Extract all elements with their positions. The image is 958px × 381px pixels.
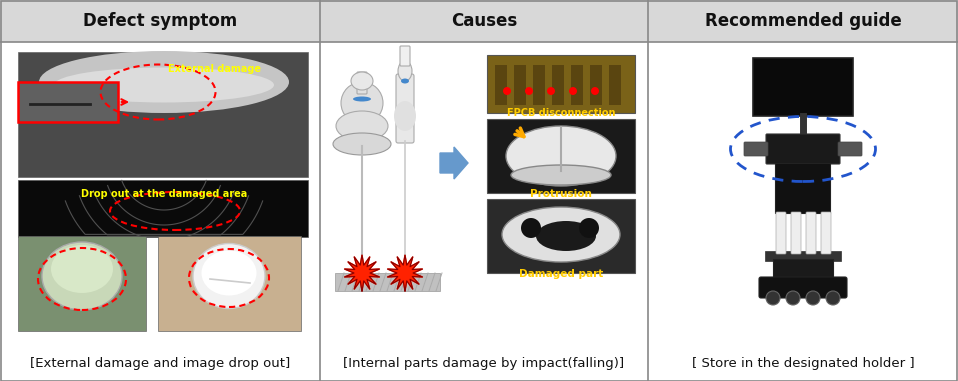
Circle shape [806,291,820,305]
Ellipse shape [506,126,616,186]
Circle shape [826,291,840,305]
Text: Defect symptom: Defect symptom [83,12,238,30]
FancyBboxPatch shape [158,236,301,331]
Ellipse shape [353,96,371,101]
FancyBboxPatch shape [759,277,847,298]
FancyBboxPatch shape [775,163,831,213]
FancyBboxPatch shape [609,65,621,105]
Text: Drop out at the damaged area: Drop out at the damaged area [80,189,247,199]
FancyBboxPatch shape [18,82,118,122]
Circle shape [579,218,599,238]
Ellipse shape [394,101,416,131]
Ellipse shape [398,61,412,81]
FancyBboxPatch shape [571,65,583,105]
Ellipse shape [401,78,409,83]
FancyBboxPatch shape [18,180,308,237]
Polygon shape [345,255,379,291]
FancyBboxPatch shape [396,74,414,143]
Ellipse shape [336,111,388,141]
FancyBboxPatch shape [400,46,410,66]
FancyBboxPatch shape [533,65,545,105]
FancyBboxPatch shape [766,134,840,164]
Circle shape [503,87,511,95]
FancyBboxPatch shape [514,65,526,105]
Ellipse shape [341,82,383,124]
Circle shape [547,87,555,95]
FancyBboxPatch shape [552,65,564,105]
Text: Damaged part: Damaged part [519,269,604,279]
Ellipse shape [201,250,257,296]
Circle shape [525,87,533,95]
Ellipse shape [333,133,391,155]
Text: FPCB disconnection: FPCB disconnection [507,108,615,118]
Ellipse shape [54,67,274,102]
FancyBboxPatch shape [495,65,507,105]
Ellipse shape [511,165,611,185]
FancyBboxPatch shape [487,199,635,273]
FancyBboxPatch shape [335,273,440,291]
FancyBboxPatch shape [838,142,862,156]
FancyBboxPatch shape [744,142,768,156]
Text: [External damage and image drop out]: [External damage and image drop out] [30,357,290,370]
Ellipse shape [351,72,373,90]
FancyBboxPatch shape [18,52,308,177]
FancyBboxPatch shape [18,236,146,331]
Circle shape [521,218,541,238]
FancyBboxPatch shape [487,119,635,193]
FancyBboxPatch shape [0,0,958,42]
Circle shape [591,87,599,95]
Ellipse shape [39,51,289,113]
Text: Causes: Causes [451,12,517,30]
FancyBboxPatch shape [773,259,833,281]
Polygon shape [387,255,422,291]
Text: Protrusion: Protrusion [530,189,592,199]
FancyArrow shape [440,147,468,179]
FancyBboxPatch shape [753,58,853,116]
FancyBboxPatch shape [806,212,816,254]
Text: [Internal parts damage by impact(falling)]: [Internal parts damage by impact(falling… [343,357,625,370]
FancyBboxPatch shape [776,212,786,254]
Ellipse shape [51,245,113,293]
Circle shape [569,87,577,95]
FancyBboxPatch shape [791,212,801,254]
Text: Recommended guide: Recommended guide [705,12,901,30]
FancyBboxPatch shape [765,251,841,261]
FancyBboxPatch shape [590,65,602,105]
Ellipse shape [42,242,122,310]
Circle shape [786,291,800,305]
FancyBboxPatch shape [821,212,831,254]
Text: [ Store in the designated holder ]: [ Store in the designated holder ] [692,357,914,370]
Ellipse shape [536,221,596,251]
FancyBboxPatch shape [357,72,367,94]
Ellipse shape [193,243,265,309]
Ellipse shape [502,207,620,262]
Text: External damage: External damage [169,64,262,74]
FancyBboxPatch shape [487,55,635,113]
Circle shape [766,291,780,305]
